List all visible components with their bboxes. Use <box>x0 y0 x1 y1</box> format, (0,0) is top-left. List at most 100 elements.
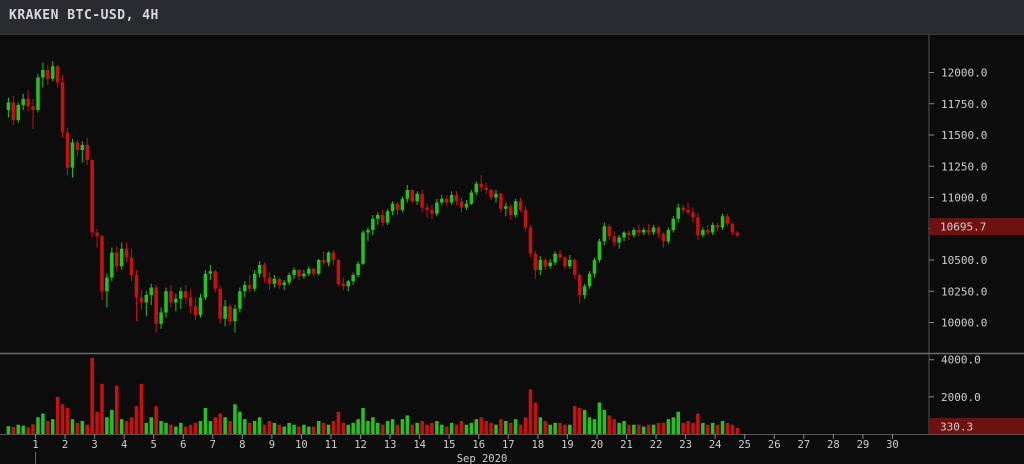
price-tick-label: 11250.0 <box>941 160 987 173</box>
candle-body <box>513 201 518 215</box>
candle-body <box>361 232 365 264</box>
volume-bar <box>592 419 597 434</box>
volume-bar <box>710 422 715 434</box>
volume-bar <box>735 427 740 434</box>
candle-body <box>548 262 552 267</box>
volume-bar <box>134 406 139 434</box>
candle-body <box>563 257 567 267</box>
candle-body <box>420 193 424 208</box>
candle-body <box>449 195 454 203</box>
candle-body <box>267 277 272 284</box>
candle-body <box>489 190 493 198</box>
candle-body <box>287 275 291 283</box>
volume-bar <box>479 417 483 434</box>
volume-bar <box>410 424 415 434</box>
volume-bar <box>311 426 316 434</box>
volume-bar <box>444 426 449 434</box>
candle-body <box>430 210 434 214</box>
candle-body <box>70 142 75 168</box>
volume-bar <box>523 417 528 434</box>
volume-bar <box>415 422 419 434</box>
candle-body <box>321 260 326 263</box>
candle-body <box>730 223 735 233</box>
time-axis: 1 2 3 4 5 6 7 8 9 10 11 12 13 14 15 16 17 18 19 20 21 22 23 24 2… <box>32 434 899 464</box>
candle-body <box>233 308 237 322</box>
volume-bar <box>720 421 725 434</box>
time-tick-label: 7 <box>210 439 216 451</box>
volume-bar <box>484 421 488 434</box>
volume-bar <box>292 424 296 434</box>
candle-body <box>80 145 85 150</box>
volume-bar <box>637 424 641 434</box>
candle-body <box>307 268 311 274</box>
candle-body <box>243 285 247 292</box>
candle-body <box>36 77 40 110</box>
candle-body <box>11 102 16 120</box>
volume-bar <box>26 427 30 434</box>
candle-body <box>499 193 503 209</box>
candle-body <box>366 230 370 233</box>
volume-bar <box>563 424 567 434</box>
candle-body <box>558 253 562 258</box>
volume-bar <box>508 422 513 434</box>
candle-body <box>105 277 109 292</box>
candle-body <box>179 291 183 299</box>
candle-body <box>479 183 483 188</box>
candle-body <box>16 105 21 120</box>
time-tick-label: 14 <box>413 439 426 451</box>
candle-body <box>119 248 124 267</box>
candle-body <box>114 252 119 267</box>
volume-bar <box>651 424 656 434</box>
volume-bar <box>114 385 119 434</box>
candle-body <box>21 98 25 105</box>
volume-bar <box>321 422 326 434</box>
volume-tick-label: 2000.0 <box>941 391 981 404</box>
volume-bar <box>307 426 311 434</box>
candle-body <box>380 215 385 223</box>
candle-body <box>385 211 390 223</box>
candle-body <box>543 260 548 267</box>
candle-body <box>203 273 208 298</box>
candle-body <box>710 225 715 233</box>
last-price-marker: 10695.7 <box>930 218 1024 235</box>
volume-bar <box>154 406 158 434</box>
volume-bar <box>183 426 188 434</box>
volume-bar <box>499 419 503 434</box>
volume-bar <box>435 421 439 434</box>
candle-body <box>193 306 198 315</box>
volume-bar <box>518 424 523 434</box>
volume-bars <box>6 357 740 434</box>
candle-body <box>282 282 286 285</box>
volume-bar <box>179 422 183 434</box>
candle-body <box>46 70 50 79</box>
volume-bar <box>617 422 621 434</box>
candle-body <box>376 215 380 219</box>
candle-body <box>720 216 725 228</box>
candle-body <box>553 253 557 263</box>
volume-bar <box>50 419 55 434</box>
volume-bar <box>371 417 375 434</box>
volume-bar <box>459 421 464 434</box>
volume-bar <box>494 424 498 434</box>
volume-bar <box>46 421 50 434</box>
candle-body <box>474 183 479 193</box>
volume-bar <box>139 383 144 434</box>
volume-bar <box>641 426 646 434</box>
volume-bar <box>691 422 695 434</box>
volume-bar <box>174 426 178 434</box>
volume-bar <box>80 421 85 434</box>
candle-body <box>715 225 720 228</box>
volume-bar <box>110 409 114 434</box>
candle-body <box>646 230 651 233</box>
volume-bar <box>105 417 109 434</box>
volume-bar <box>149 417 154 434</box>
volume-bar <box>287 422 291 434</box>
volume-bar <box>390 419 395 434</box>
volume-bar <box>203 408 208 434</box>
volume-bar <box>326 424 331 434</box>
volume-bar <box>198 421 203 434</box>
candle-body <box>65 132 70 168</box>
candle-body <box>577 275 582 295</box>
time-tick-label: 27 <box>797 439 810 451</box>
